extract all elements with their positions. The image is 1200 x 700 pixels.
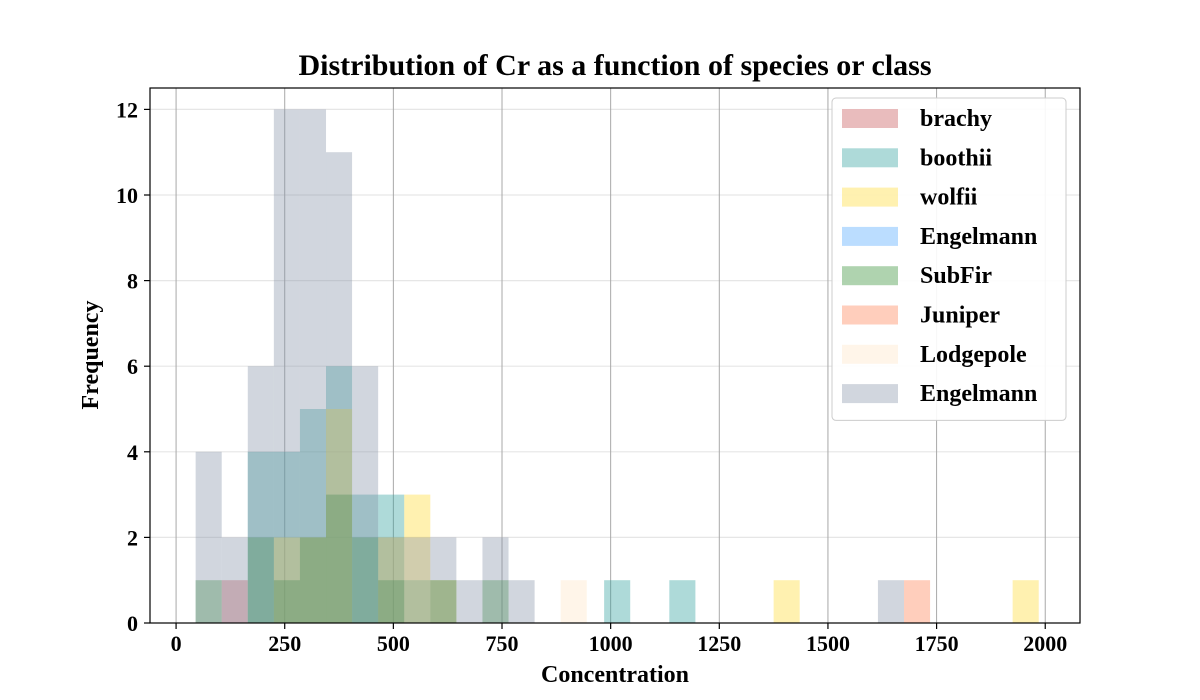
plot-frame (149, 87, 1081, 624)
histogram-bar (299, 537, 327, 623)
ticks-layer: 0 250 500 750 1000 1250 1500 1750 2000 0 2 4 6 8 10 12 (116, 97, 1067, 656)
histogram-bar (604, 580, 631, 623)
x-tick-label: 500 (377, 631, 410, 656)
legend-label: SubFir (920, 263, 992, 289)
x-tick-label: 2000 (1023, 631, 1067, 656)
histogram-bar (430, 580, 457, 623)
histogram-bar (430, 580, 457, 623)
legend-box (831, 97, 1067, 421)
histogram-bar (404, 537, 431, 623)
legend-label: Lodgepole (920, 342, 1027, 368)
legend-label: boothii (920, 145, 992, 171)
histogram-bar (378, 537, 405, 623)
histogram-bar (195, 580, 222, 623)
histogram-bar (404, 494, 431, 623)
y-tick-label: 12 (116, 97, 138, 122)
histogram-bar (378, 494, 405, 623)
histogram-bar (299, 409, 327, 623)
legend-swatch (842, 187, 898, 207)
y-axis-label: Frequency (78, 301, 104, 410)
x-axis-label: Concentration (541, 662, 689, 688)
y-tick-label: 8 (127, 269, 138, 294)
legend-swatch (842, 384, 898, 404)
histogram-bar (247, 366, 274, 623)
histogram-bar (273, 537, 300, 623)
legend-swatch (842, 226, 898, 246)
histogram-bar (903, 580, 931, 623)
histogram-bar (326, 152, 353, 623)
x-tick-label: 1000 (589, 631, 633, 656)
legend: brachy boothii wolfii Engelmann SubFir Junipe… (831, 97, 1067, 421)
histogram-bar (877, 580, 904, 623)
histogram-bar (326, 409, 353, 623)
histogram-bar (221, 580, 248, 623)
histogram-bar (326, 366, 353, 623)
x-tick-label: 250 (268, 631, 301, 656)
legend-label: Engelmann (920, 381, 1037, 407)
x-tick-label: 750 (486, 631, 519, 656)
histogram-bar (508, 580, 535, 623)
chart-title: Distribution of Cr as a function of spec… (298, 49, 931, 82)
x-tick-label: 1750 (915, 631, 959, 656)
histogram-bar (560, 580, 587, 623)
histogram-bar (378, 537, 405, 623)
histogram-bar (482, 580, 509, 623)
bars-layer (195, 109, 1039, 623)
histogram-bar (273, 451, 300, 623)
x-tick-label: 0 (171, 631, 182, 656)
histogram-bar (247, 451, 274, 623)
histogram-bar (378, 580, 405, 623)
legend-swatch (842, 305, 898, 325)
legend-swatch (842, 344, 898, 364)
histogram-bar (326, 494, 353, 623)
x-tick-label: 1250 (697, 631, 741, 656)
histogram-bar (195, 451, 222, 623)
y-tick-label: 0 (127, 611, 138, 636)
histogram-bar (352, 494, 379, 623)
legend-swatch (842, 109, 898, 128)
legend-label: Engelmann (920, 224, 1037, 250)
legend-label: Juniper (920, 303, 1000, 329)
histogram-bar (404, 580, 431, 623)
histogram-bar (773, 580, 800, 623)
y-tick-label: 2 (127, 525, 138, 550)
legend-label: brachy (920, 106, 992, 132)
y-tick-label: 10 (116, 183, 138, 208)
histogram-bar (352, 366, 379, 623)
histogram-bar (273, 580, 300, 623)
y-tick-label: 6 (127, 354, 138, 379)
histogram-bar (273, 109, 300, 623)
histogram-bar (247, 537, 274, 623)
histogram-bar (221, 537, 248, 623)
histogram-bar (299, 537, 327, 623)
histogram-bar (482, 537, 509, 623)
histogram-bar (669, 580, 696, 623)
legend-label: wolfii (920, 185, 978, 211)
legend-swatch (842, 266, 898, 286)
y-tick-label: 4 (127, 440, 138, 465)
histogram-bar (456, 580, 483, 623)
x-tick-label: 1500 (806, 631, 850, 656)
histogram-bar (1012, 580, 1039, 623)
legend-swatch (842, 148, 898, 168)
histogram-bar (430, 537, 457, 623)
histogram-bar (352, 537, 379, 623)
histogram-bar (299, 109, 327, 623)
